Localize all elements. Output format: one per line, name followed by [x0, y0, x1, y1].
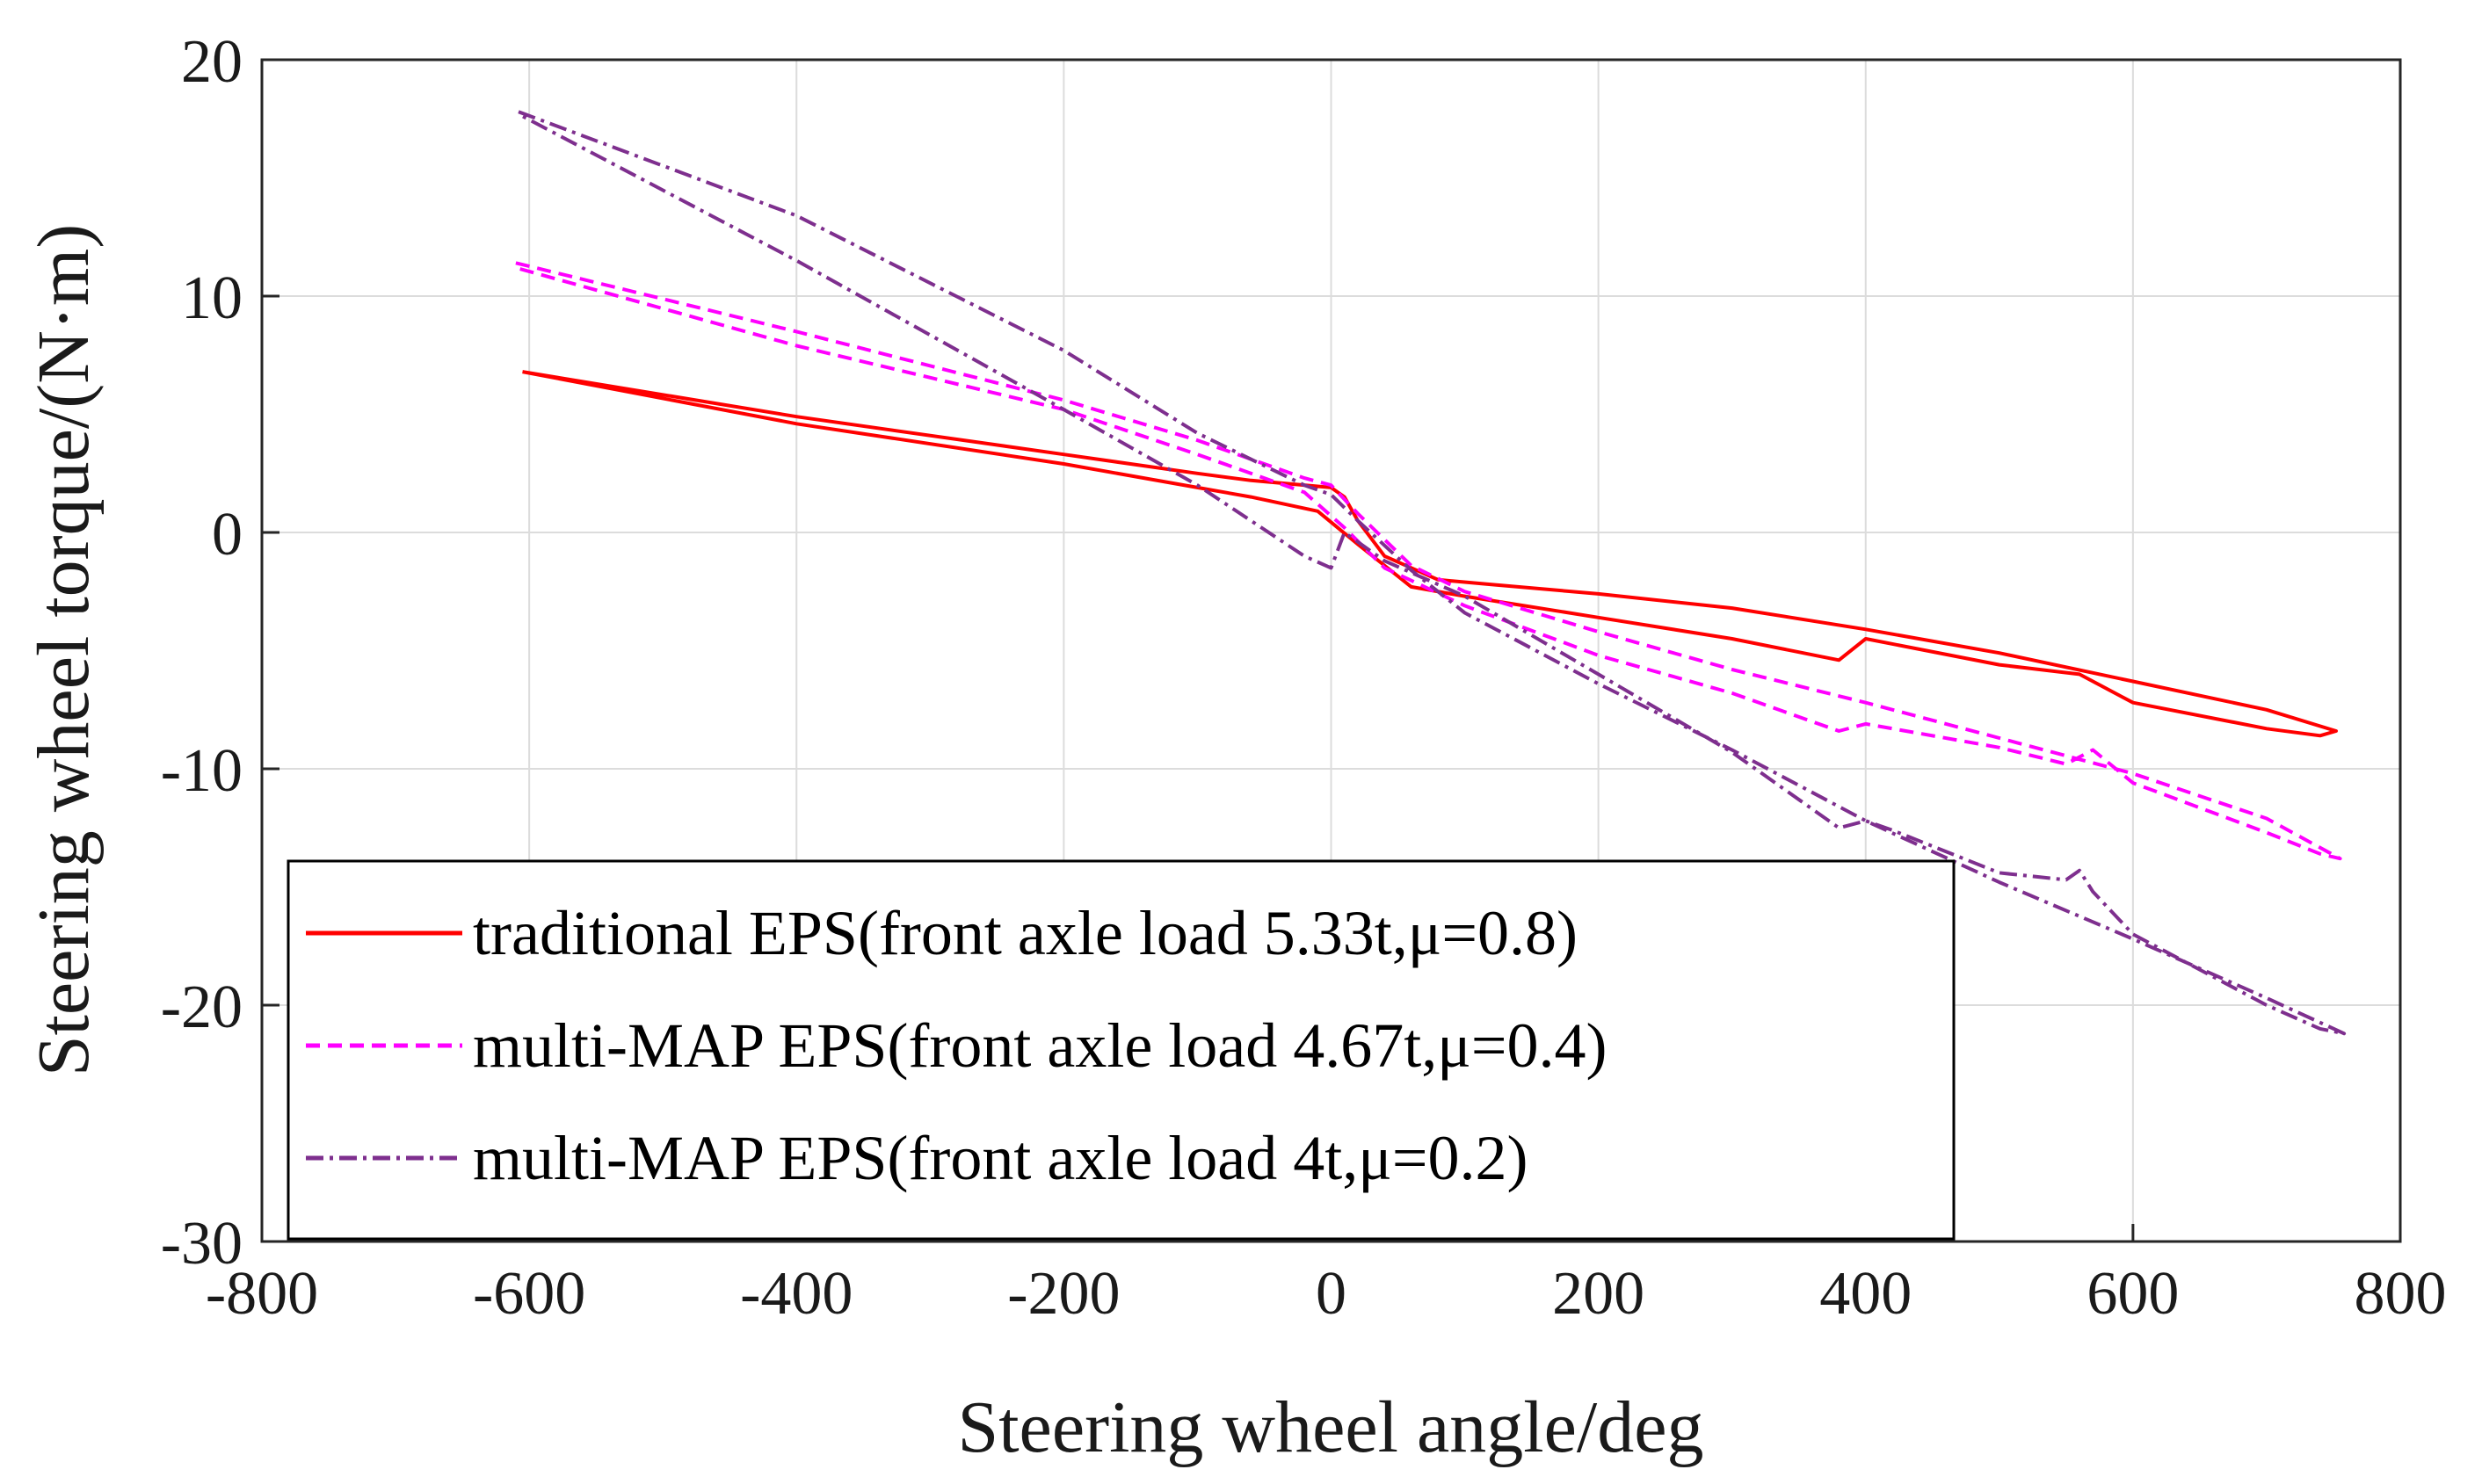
x-tick-label: 200 [1552, 1260, 1644, 1328]
y-tick-label: 20 [181, 28, 243, 96]
x-tick-label: -400 [740, 1260, 853, 1328]
x-tick-label: 0 [1316, 1260, 1346, 1328]
legend-label-2: multi-MAP EPS(front axle load 4.67t,μ=0.… [473, 1010, 1607, 1081]
legend-label-3: multi-MAP EPS(front axle load 4t,μ=0.2) [473, 1123, 1528, 1193]
x-tick-label: -600 [473, 1260, 585, 1328]
y-axis-label: Steering wheel torque/(N·m) [23, 224, 105, 1076]
series-line-3 [518, 110, 2347, 1036]
legend: traditional EPS(front axle load 5.33t,μ=… [287, 859, 1956, 1241]
y-tick-label: -10 [161, 737, 243, 805]
y-tick-label: 0 [212, 501, 243, 568]
x-tick-label: -800 [206, 1260, 318, 1328]
y-tick-label: -30 [161, 1210, 243, 1278]
x-tick-label: 800 [2355, 1260, 2447, 1328]
x-tick-label: 600 [2086, 1260, 2179, 1328]
y-tick-label: 10 [181, 264, 243, 332]
x-tick-label: -200 [1007, 1260, 1120, 1328]
x-tick-label: 400 [1819, 1260, 1912, 1328]
series-line-1 [522, 370, 2338, 738]
series-layer [515, 110, 2347, 1036]
x-axis-label: Steering wheel angle/deg [957, 1386, 1703, 1468]
legend-box [287, 859, 1956, 1241]
y-tick-label: -20 [161, 974, 243, 1041]
ticks: -800 -600 -400 -200 0 200 400 600 800 20 10 0 -10 -20… [161, 28, 2447, 1328]
legend-label-1: traditional EPS(front axle load 5.33t,μ=… [473, 898, 1578, 968]
series-line-2 [515, 261, 2342, 861]
